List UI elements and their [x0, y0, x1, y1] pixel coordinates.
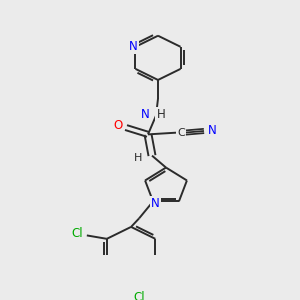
Text: H: H: [157, 108, 165, 121]
Text: N: N: [151, 197, 159, 211]
Text: N: N: [208, 124, 216, 137]
Text: N: N: [129, 40, 138, 53]
Text: C: C: [177, 128, 185, 138]
Text: Cl: Cl: [71, 227, 82, 240]
Text: N: N: [141, 108, 149, 121]
Text: Cl: Cl: [133, 291, 145, 300]
Text: O: O: [113, 119, 123, 132]
Text: H: H: [134, 153, 142, 163]
